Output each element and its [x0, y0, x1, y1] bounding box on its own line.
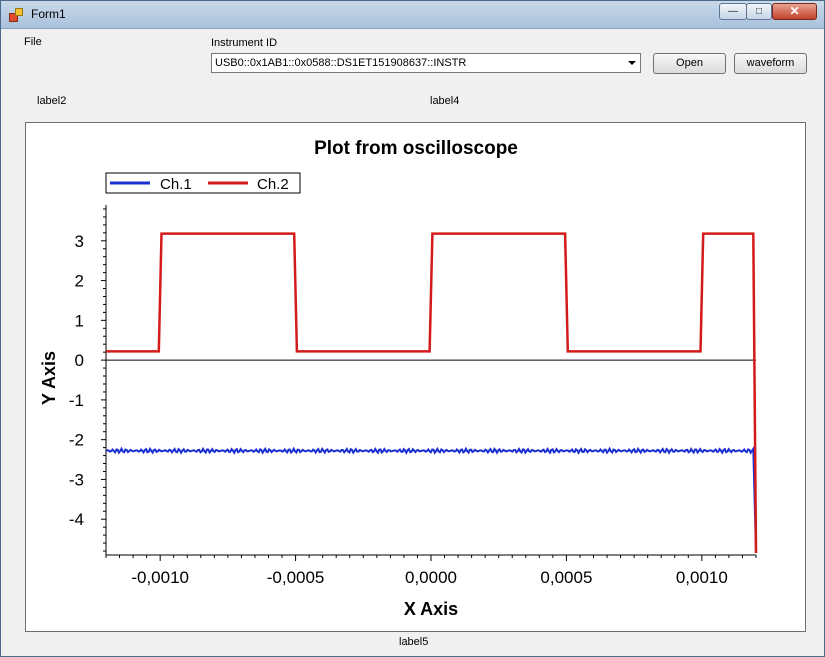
y-tick-label: 1 [75, 311, 84, 330]
open-button[interactable]: Open [653, 53, 726, 74]
instrument-id-label: Instrument ID [211, 37, 278, 49]
plot-svg: Plot from oscilloscope Ch.1 Ch.2 3 2 1 0 -1 -… [39, 138, 758, 619]
legend: Ch.1 Ch.2 [105, 172, 301, 194]
series-ch1-line [105, 445, 757, 554]
close-button[interactable]: ✕ [772, 3, 817, 20]
x-tick-label: -0,0005 [267, 568, 325, 587]
y-tick-label: 2 [75, 272, 84, 291]
legend-label-ch1: Ch.1 [160, 176, 192, 193]
x-tick-label: -0,0010 [131, 568, 189, 587]
menu-file[interactable]: File [24, 36, 42, 48]
app-icon [9, 8, 23, 22]
legend-label-ch2: Ch.2 [257, 176, 289, 193]
maximize-button[interactable]: □ [746, 3, 772, 20]
x-tick-label: 0,0005 [540, 568, 592, 587]
x-tick-label: 0,0000 [405, 568, 457, 587]
waveform-button[interactable]: waveform [734, 53, 807, 74]
client-area: File Instrument ID USB0::0x1AB1::0x0588:… [5, 29, 820, 653]
minimize-button[interactable]: — [719, 3, 747, 20]
y-tick-label: -2 [69, 431, 84, 450]
series-group [105, 232, 758, 554]
chevron-down-icon[interactable] [628, 61, 636, 65]
instrument-id-value: USB0::0x1AB1::0x0588::DS1ET151908637::IN… [215, 57, 467, 69]
y-tick-label: -3 [69, 470, 84, 489]
series-ch2-line [106, 232, 758, 554]
label4: label4 [430, 95, 460, 107]
y-tick-label: -1 [69, 391, 84, 410]
y-tick-label: 0 [75, 351, 84, 370]
legend-box [105, 172, 301, 194]
x-tick-label: 0,0010 [676, 568, 728, 587]
title-bar[interactable]: Form1 — □ ✕ [1, 1, 824, 29]
y-axis-label: Y Axis [39, 351, 59, 405]
y-tick-label: 3 [75, 232, 84, 251]
chart-title: Plot from oscilloscope [314, 138, 518, 159]
instrument-id-select[interactable]: USB0::0x1AB1::0x0588::DS1ET151908637::IN… [211, 53, 641, 73]
label2: label2 [37, 95, 67, 107]
oscilloscope-plot[interactable]: Plot from oscilloscope Ch.1 Ch.2 3 2 1 0 -1 -… [25, 122, 806, 632]
window-title: Form1 [31, 7, 66, 21]
label5: label5 [399, 636, 429, 648]
y-tick-label: -4 [69, 510, 84, 529]
x-axis-label: X Axis [404, 599, 458, 619]
tick-group: 3 2 1 0 -1 -2 -3 -4 -0,0010 -0,0005 0,0000 0,0005 0,… [69, 208, 757, 587]
